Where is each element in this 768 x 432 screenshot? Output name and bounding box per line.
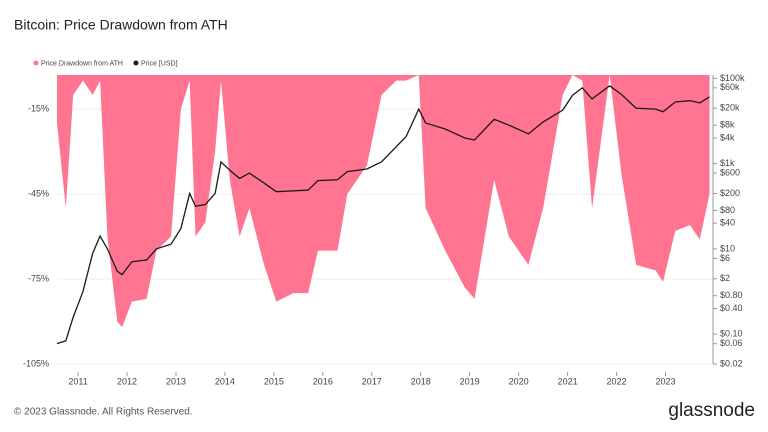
y2-tick-label: $40 (720, 218, 735, 228)
copyright: © 2023 Glassnode. All Rights Reserved. (14, 407, 193, 418)
y2-tick-label: $4k (720, 132, 735, 142)
x-tick-label: 2012 (117, 376, 137, 386)
y-tick-label: -105% (23, 358, 49, 368)
chart-title: Bitcoin: Price Drawdown from ATH (14, 17, 228, 33)
y2-tick-label: $6 (720, 253, 730, 263)
y2-tick-label: $8k (720, 120, 735, 130)
y2-tick-label: $0.40 (720, 303, 743, 313)
x-tick-label: 2018 (411, 376, 431, 386)
x-tick-label: 2015 (264, 376, 284, 386)
x-tick-label: 2020 (509, 376, 529, 386)
x-tick-label: 2017 (362, 376, 382, 386)
x-tick-label: 2022 (607, 376, 627, 386)
y2-tick-label: $1k (720, 158, 735, 168)
y2-tick-label: $0.10 (720, 329, 743, 339)
y2-tick-label: $80 (720, 205, 735, 215)
x-tick-label: 2019 (460, 376, 480, 386)
y2-tick-label: $2 (720, 273, 730, 283)
price-line (56, 84, 710, 345)
y2-tick-label: $100k (720, 73, 745, 83)
legend-label: Price Drawdown from ATH (41, 60, 123, 67)
y2-tick-label: $600 (720, 167, 740, 177)
y-tick-label: -15% (28, 103, 49, 113)
y2-tick-label: $0.02 (720, 358, 743, 368)
drawdown-area (57, 75, 710, 328)
x-tick-label: 2021 (558, 376, 578, 386)
y2-tick-label: $200 (720, 188, 740, 198)
x-tick-label: 2014 (215, 376, 235, 386)
y2-tick-label: $0.06 (720, 338, 743, 348)
logo: glassnode (668, 400, 755, 421)
y2-tick-label: $10 (720, 243, 735, 253)
x-tick-label: 2023 (655, 376, 675, 386)
legend-marker (33, 60, 39, 66)
y2-tick-label: $60k (720, 82, 740, 92)
legend-marker (133, 60, 139, 66)
y2-tick-label: $0.80 (720, 290, 743, 300)
y-tick-label: -45% (28, 188, 49, 198)
x-tick-label: 2011 (68, 376, 87, 386)
legend-label: Price [USD] (141, 60, 178, 67)
y2-tick-label: $20k (720, 103, 740, 113)
x-tick-label: 2013 (166, 376, 186, 386)
x-tick-label: 2016 (313, 376, 333, 386)
y-tick-label: -75% (28, 273, 49, 283)
